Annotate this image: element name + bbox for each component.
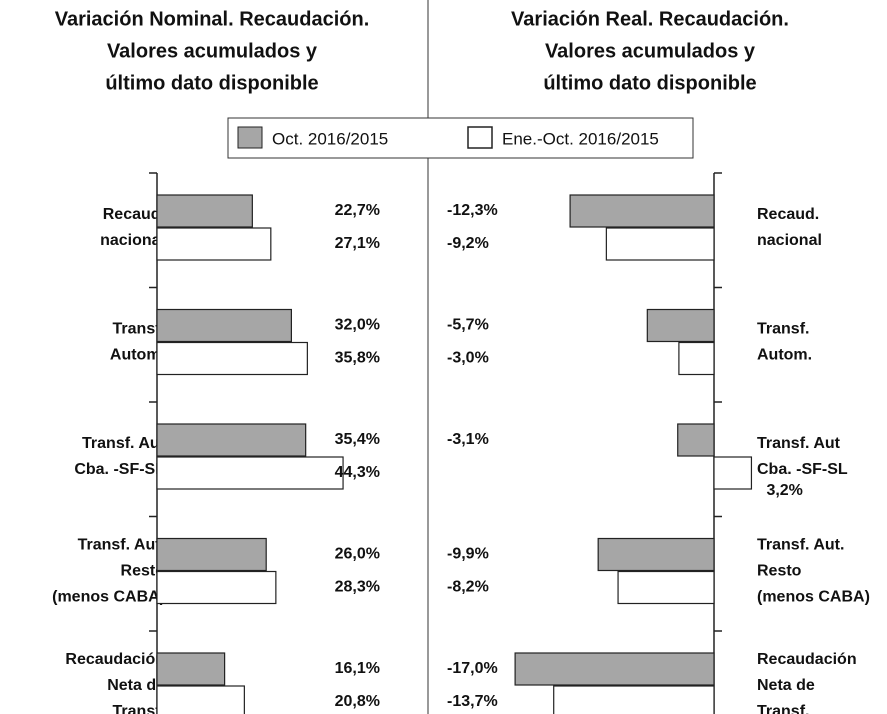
chart-title: Valores acumulados y bbox=[545, 40, 756, 62]
category-label: Transf. bbox=[113, 321, 165, 338]
category-label: (menos CABA) bbox=[52, 589, 165, 606]
category-label: Autom. bbox=[110, 347, 165, 364]
bar bbox=[156, 423, 307, 457]
bar bbox=[617, 570, 715, 605]
category-label: nacional bbox=[757, 232, 822, 249]
category-label: Neta de bbox=[757, 677, 815, 694]
category-label: Transf. Aut. bbox=[78, 537, 165, 554]
value-label: -9,2% bbox=[447, 235, 489, 252]
chart-title: Variación Nominal. Recaudación. bbox=[55, 8, 370, 30]
category-label: Resto bbox=[121, 563, 166, 580]
bar bbox=[597, 537, 715, 572]
bar bbox=[156, 194, 253, 228]
category-label: (menos CABA) bbox=[757, 589, 870, 606]
bar bbox=[678, 341, 715, 376]
bar bbox=[156, 652, 226, 686]
value-label: 28,3% bbox=[335, 579, 380, 596]
chart-title: Valores acumulados y bbox=[107, 40, 318, 62]
value-label: 26,0% bbox=[335, 546, 380, 563]
value-label: 35,8% bbox=[335, 350, 380, 367]
value-label: -3,1% bbox=[447, 431, 489, 448]
legend-swatch bbox=[467, 126, 493, 149]
legend-box bbox=[227, 117, 694, 159]
value-label: 22,7% bbox=[335, 202, 380, 219]
category-label: Transf. bbox=[757, 703, 809, 714]
value-label: 20,8% bbox=[335, 693, 380, 710]
bar bbox=[553, 685, 715, 714]
category-label: Transf. bbox=[757, 321, 809, 338]
category-label: Transf. bbox=[113, 703, 165, 714]
chart-title: Variación Real. Recaudación. bbox=[511, 8, 789, 30]
bar bbox=[156, 570, 277, 605]
legend-label: Ene.-Oct. 2016/2015 bbox=[502, 129, 659, 148]
category-label: nacional bbox=[100, 232, 165, 249]
bar bbox=[156, 227, 272, 261]
bar bbox=[156, 685, 245, 714]
bar bbox=[605, 227, 715, 261]
category-label: Cba. -SF-SL bbox=[757, 461, 848, 478]
value-label: -5,7% bbox=[447, 317, 489, 334]
category-label: Resto bbox=[757, 563, 802, 580]
category-label: Recaudación bbox=[757, 651, 857, 668]
value-label: 32,0% bbox=[335, 317, 380, 334]
category-label: Transf. Aut bbox=[82, 435, 166, 452]
value-label: 3,2% bbox=[766, 482, 802, 499]
bar bbox=[156, 341, 308, 376]
value-label: -3,0% bbox=[447, 350, 489, 367]
category-label: Transf. Aut. bbox=[757, 537, 844, 554]
bar bbox=[156, 537, 267, 572]
category-label: Cba. -SF-SL bbox=[74, 461, 165, 478]
value-label: -9,9% bbox=[447, 546, 489, 563]
category-label: Recaudación bbox=[65, 651, 165, 668]
category-label: Recaud. bbox=[103, 206, 165, 223]
category-label: Neta de bbox=[107, 677, 165, 694]
category-label: Transf. Aut bbox=[757, 435, 841, 452]
bar bbox=[514, 652, 715, 686]
value-label: -8,2% bbox=[447, 579, 489, 596]
value-label: 16,1% bbox=[335, 660, 380, 677]
value-label: 27,1% bbox=[335, 235, 380, 252]
bar bbox=[677, 423, 715, 457]
value-label: 44,3% bbox=[335, 464, 380, 481]
bar bbox=[156, 456, 344, 490]
chart-title: último dato disponible bbox=[105, 72, 318, 94]
category-label: Autom. bbox=[757, 347, 812, 364]
bar bbox=[713, 456, 753, 490]
value-label: -13,7% bbox=[447, 693, 498, 710]
bar bbox=[646, 308, 715, 343]
value-label: -17,0% bbox=[447, 660, 498, 677]
category-label: Recaud. bbox=[757, 206, 819, 223]
value-label: 35,4% bbox=[335, 431, 380, 448]
legend-swatch bbox=[237, 126, 263, 149]
legend-label: Oct. 2016/2015 bbox=[272, 129, 388, 148]
bar bbox=[569, 194, 715, 228]
value-label: -12,3% bbox=[447, 202, 498, 219]
bar bbox=[156, 308, 292, 343]
chart-title: último dato disponible bbox=[543, 72, 756, 94]
